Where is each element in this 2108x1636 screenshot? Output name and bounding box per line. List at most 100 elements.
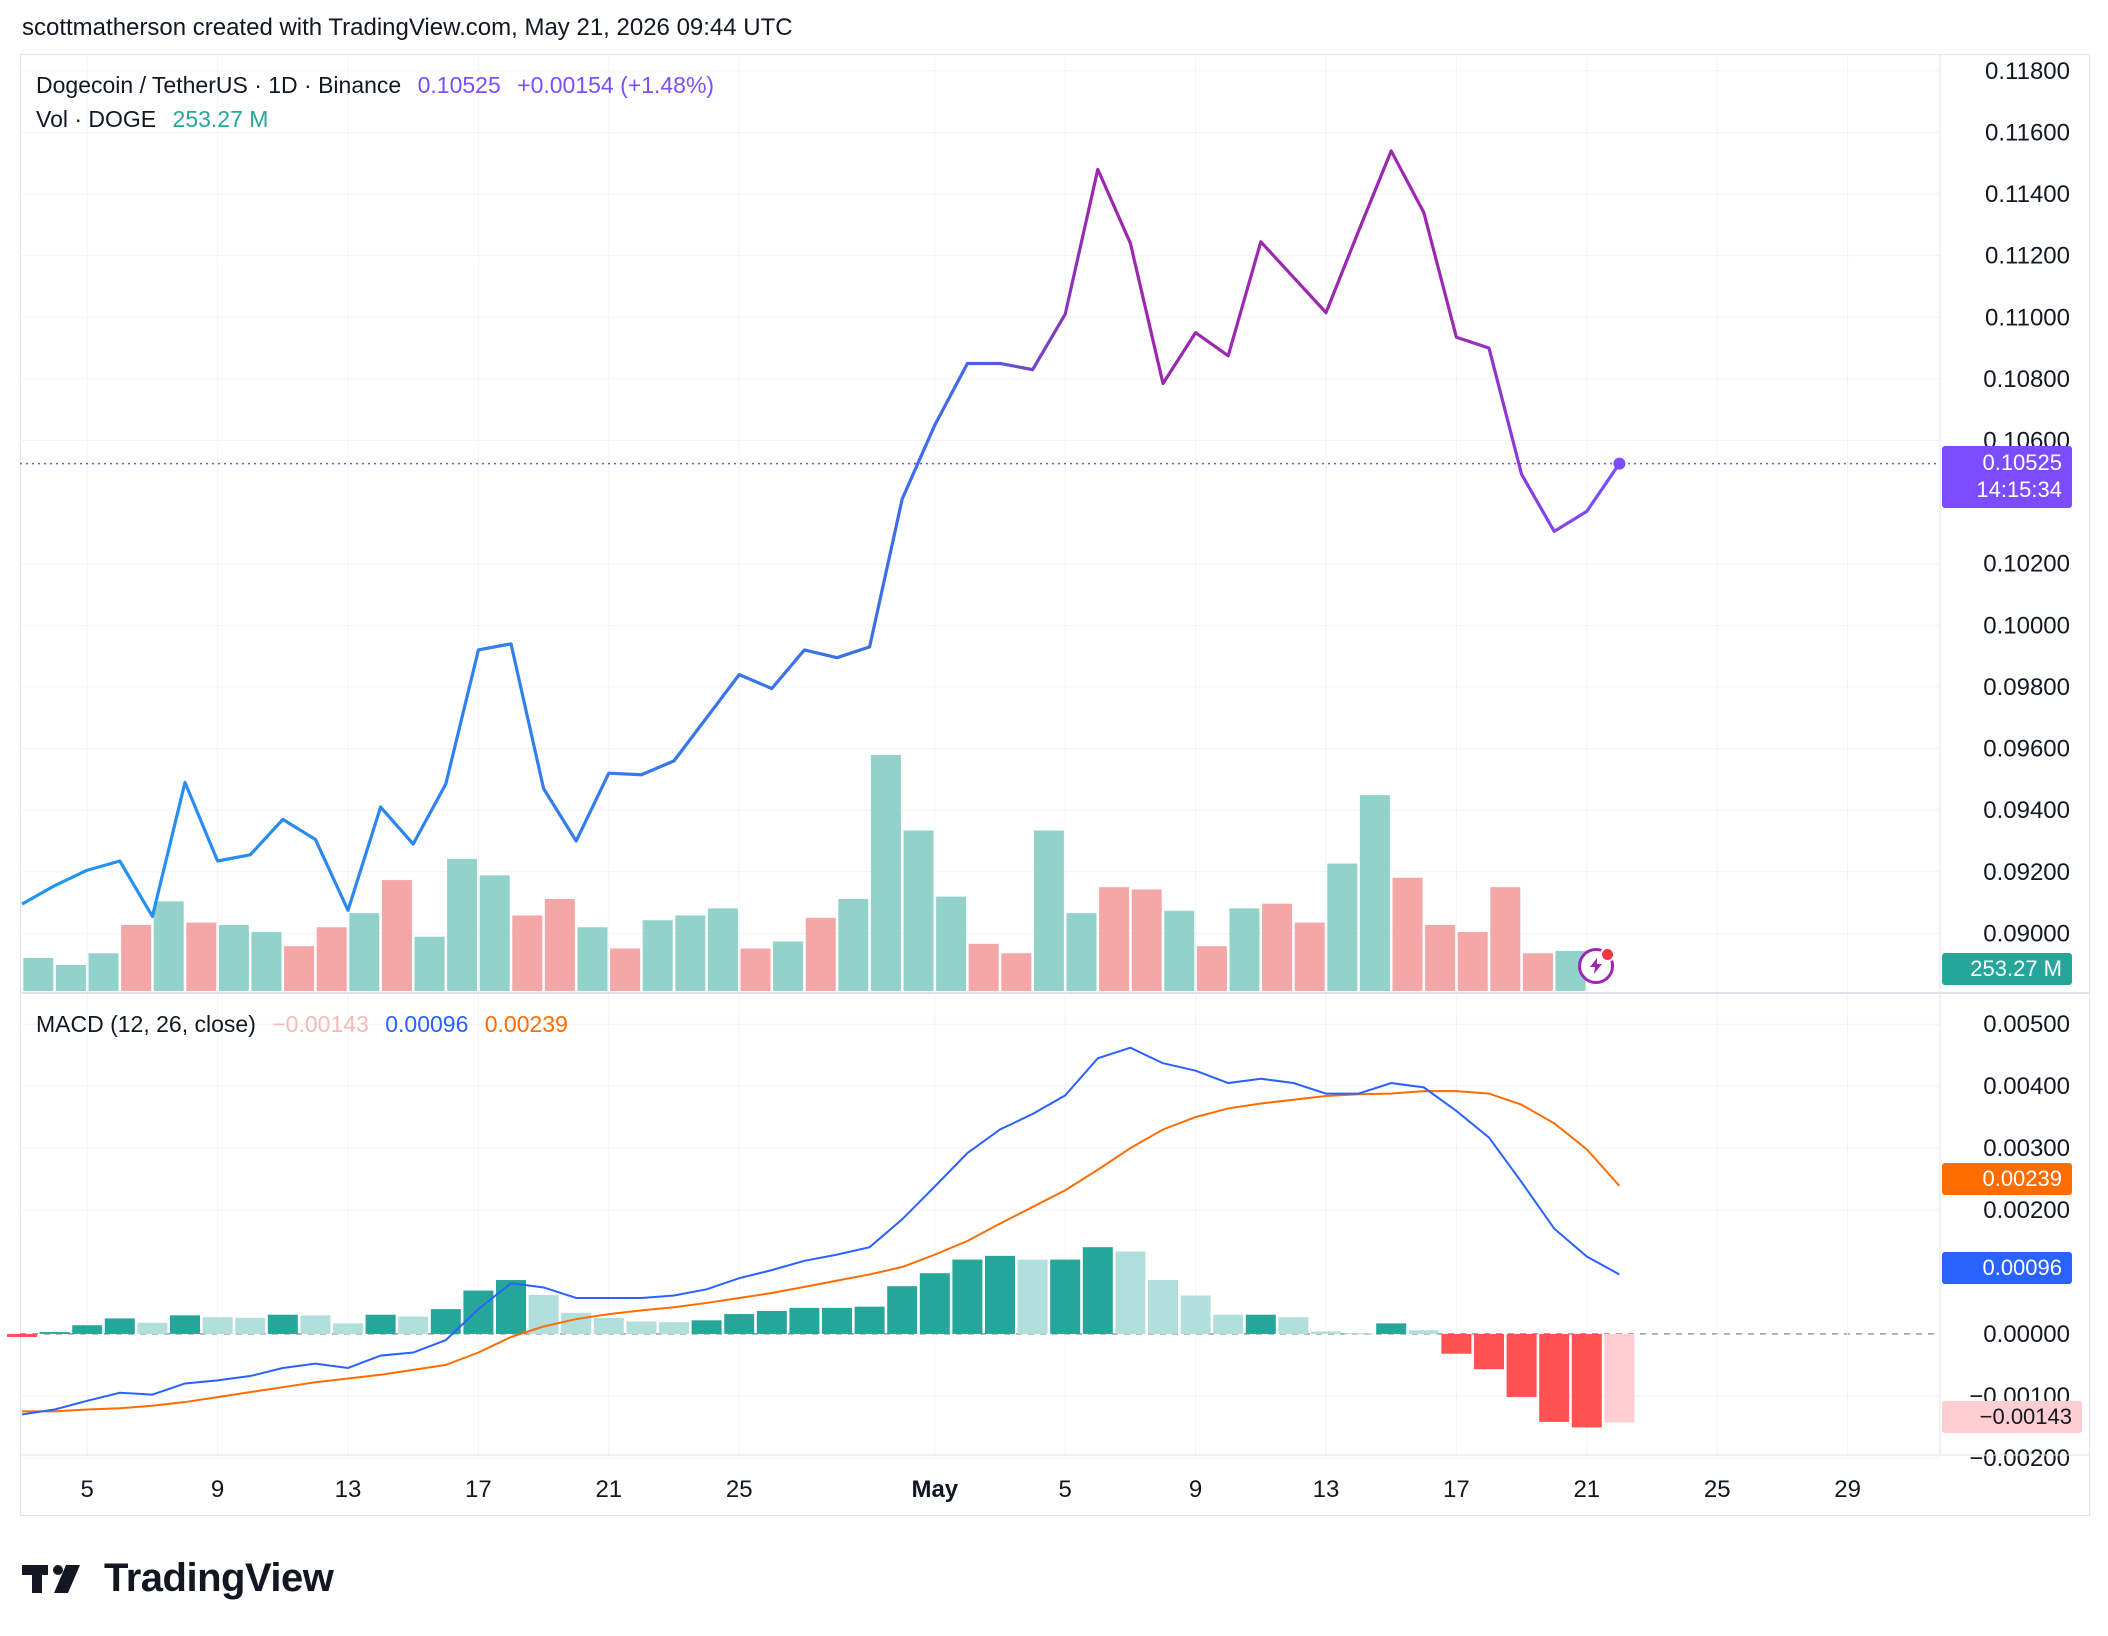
macd-histogram-bar xyxy=(39,1332,70,1334)
symbol-legend[interactable]: Dogecoin / TetherUS · 1D · Binance 0.105… xyxy=(36,72,724,99)
volume-bar xyxy=(544,898,575,991)
volume-bar xyxy=(577,927,608,991)
volume-bar xyxy=(1229,908,1260,991)
macd-histogram-bar xyxy=(756,1310,787,1334)
macd-histogram-bar xyxy=(822,1307,852,1334)
lightning-icon xyxy=(1590,958,1602,974)
macd-histogram-bar xyxy=(1441,1333,1472,1354)
volume-bar xyxy=(349,913,380,991)
tv-wordmark: TradingView xyxy=(104,1556,334,1600)
price-axis-label: 0.09000 xyxy=(1983,920,2070,947)
macd-histogram-bar xyxy=(1311,1331,1341,1334)
macd-axis-label: 0.00500 xyxy=(1983,1011,2070,1038)
macd-histogram-bar xyxy=(7,1333,37,1338)
macd-histogram-bar xyxy=(528,1294,559,1334)
volume-bar xyxy=(186,922,217,991)
macd-tag: 0.00096 xyxy=(1942,1252,2072,1284)
price-change: +0.00154 (+1.48%) xyxy=(517,72,715,98)
macd-histogram-bar xyxy=(1148,1280,1178,1334)
macd-line-value: 0.00096 xyxy=(385,1011,469,1037)
signal-line xyxy=(22,1090,1621,1413)
macd-histogram-bar xyxy=(1115,1251,1146,1334)
volume-bar xyxy=(512,915,543,991)
tv-logo-icon xyxy=(22,1564,80,1593)
volume-bar xyxy=(218,924,249,991)
macd-histogram-bar xyxy=(789,1307,820,1334)
macd-histogram-bar xyxy=(202,1317,233,1334)
price-axis-label: 0.11800 xyxy=(1985,58,2070,85)
macd-histogram-bar xyxy=(137,1322,168,1334)
volume-bar xyxy=(414,936,445,991)
macd-histogram-bar xyxy=(1213,1314,1244,1334)
macd-line xyxy=(21,1046,1620,1416)
volume-bar xyxy=(1457,932,1488,991)
volume-bar xyxy=(1196,946,1227,991)
volume-bar xyxy=(447,858,478,991)
macd-histogram-bar xyxy=(1082,1247,1113,1334)
grid-layer xyxy=(20,55,1940,1459)
volume-bar xyxy=(870,755,901,991)
alert-badge[interactable] xyxy=(1578,947,1615,984)
volume-bar xyxy=(805,917,836,991)
date-axis-label: May xyxy=(911,1476,958,1503)
chart-credit: scottmatherson created with TradingView.… xyxy=(22,14,793,41)
macd-legend[interactable]: MACD (12, 26, close) −0.00143 0.00096 0.… xyxy=(36,1011,578,1038)
volume-bar xyxy=(88,953,119,991)
volume-bar xyxy=(642,920,673,991)
countdown-value: 14:15:34 xyxy=(1976,477,2062,502)
date-axis-label: 29 xyxy=(1834,1476,1861,1503)
macd-axis-label: 0.00400 xyxy=(1983,1073,2070,1100)
volume-bar xyxy=(121,924,152,991)
price-axis-label: 0.10000 xyxy=(1983,612,2070,639)
macd-axis-label: −0.00200 xyxy=(1969,1445,2070,1472)
price-axis-label: 0.09600 xyxy=(1983,736,2070,763)
price-tag-value: 0.10525 xyxy=(1982,450,2062,475)
chart-frame[interactable] xyxy=(20,54,2090,1516)
volume-bar xyxy=(1490,887,1521,991)
price-axis-label: 0.09800 xyxy=(1983,674,2070,701)
macd-histogram-bar xyxy=(300,1315,331,1334)
volume-bar xyxy=(707,908,738,991)
volume-bar xyxy=(610,948,641,991)
volume-bar xyxy=(284,946,315,991)
macd-histogram-bar xyxy=(952,1259,983,1334)
volume-bar xyxy=(1033,830,1064,991)
last-price-dot xyxy=(1613,457,1626,470)
price-axis-label: 0.09400 xyxy=(1983,797,2070,824)
macd-histogram-bar xyxy=(463,1290,494,1334)
price-axis-label: 0.11400 xyxy=(1985,181,2070,208)
date-axis-label: 25 xyxy=(1704,1476,1731,1503)
macd-histogram-bar xyxy=(1180,1295,1211,1334)
date-axis-label: 9 xyxy=(1189,1476,1202,1503)
volume-value: 253.27 M xyxy=(172,106,269,132)
volume-bar xyxy=(936,896,967,991)
volume-bar xyxy=(1294,922,1325,991)
volume-bar xyxy=(838,898,869,991)
volume-bar xyxy=(479,875,510,991)
price-line xyxy=(21,149,1621,919)
date-axis-label: 25 xyxy=(726,1476,753,1503)
volume-bar xyxy=(773,941,804,991)
macd-histogram-bar xyxy=(724,1314,755,1334)
macd-histogram-bar xyxy=(1017,1259,1048,1334)
macd-histogram-bar xyxy=(1245,1314,1276,1334)
volume-bar xyxy=(55,965,86,991)
macd-histogram-bar xyxy=(919,1273,950,1334)
volume-bar xyxy=(968,943,999,991)
volume-bar xyxy=(153,901,184,991)
macd-histogram-bar xyxy=(333,1323,363,1334)
macd-histogram-bar xyxy=(691,1320,722,1334)
tradingview-logo[interactable]: TradingView xyxy=(22,1556,334,1601)
volume-tag: 253.27 M xyxy=(1942,953,2072,985)
axes-layer: 0.11800 0.11600 0.11400 0.11200 0.11000 0.108… xyxy=(20,55,2090,1503)
date-axis-label: 13 xyxy=(1313,1476,1340,1503)
macd-axis-label: 0.00000 xyxy=(1983,1321,2070,1348)
volume-bar xyxy=(251,932,282,991)
price-tag: 0.10525 14:15:34 xyxy=(1942,446,2072,508)
macd-histogram-bar xyxy=(659,1322,689,1334)
volume-bar xyxy=(675,915,706,991)
volume-legend[interactable]: Vol · DOGE 253.27 M xyxy=(36,106,278,133)
volume-bar xyxy=(1099,887,1130,991)
date-axis-label: 5 xyxy=(81,1476,94,1503)
